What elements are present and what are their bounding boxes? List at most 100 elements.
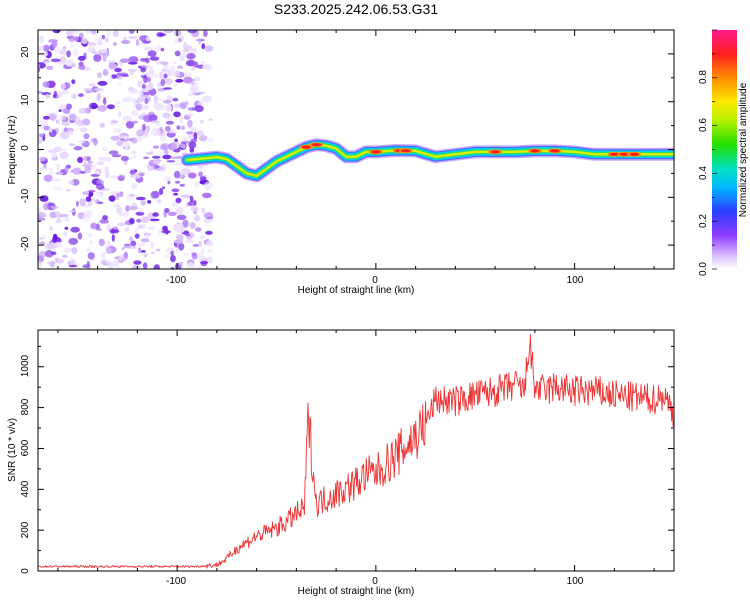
noise-blob bbox=[59, 49, 67, 55]
noise-blob bbox=[97, 40, 103, 46]
noise-blob bbox=[199, 176, 207, 182]
noise-blob bbox=[147, 200, 152, 204]
noise-blob bbox=[100, 251, 106, 259]
noise-blob bbox=[91, 105, 99, 109]
noise-blob bbox=[145, 151, 154, 155]
noise-blob bbox=[96, 179, 104, 186]
noise-blob bbox=[173, 61, 177, 64]
noise-blob bbox=[38, 91, 44, 94]
noise-blob bbox=[79, 171, 86, 174]
snr-y-tick-0: 0 bbox=[20, 568, 31, 574]
noise-blob bbox=[191, 66, 196, 71]
noise-blob bbox=[113, 204, 121, 208]
noise-blob bbox=[72, 167, 82, 175]
noise-blob bbox=[204, 181, 213, 189]
noise-blob bbox=[38, 64, 41, 69]
noise-blob bbox=[189, 127, 198, 132]
noise-blob bbox=[55, 220, 59, 223]
noise-blob bbox=[179, 261, 184, 266]
noise-blob bbox=[59, 213, 69, 218]
noise-blob bbox=[99, 122, 105, 128]
snr-xlabel: Height of straight line (km) bbox=[298, 586, 415, 597]
noise-blob bbox=[42, 115, 50, 120]
noise-blob bbox=[83, 52, 87, 59]
noise-blob bbox=[43, 125, 51, 131]
noise-blob bbox=[105, 259, 111, 266]
noise-blob bbox=[163, 209, 168, 218]
noise-blob bbox=[202, 192, 212, 199]
noise-blob bbox=[136, 80, 144, 87]
noise-blob bbox=[129, 194, 136, 197]
noise-blob bbox=[189, 195, 194, 203]
noise-blob bbox=[151, 251, 155, 255]
noise-blob bbox=[152, 158, 162, 165]
noise-blob bbox=[108, 150, 119, 155]
noise-blob bbox=[97, 80, 108, 86]
noise-blob bbox=[165, 125, 171, 132]
snr-x-tick-0: 0 bbox=[372, 576, 378, 587]
noise-blob bbox=[156, 198, 162, 204]
noise-blob bbox=[185, 240, 195, 243]
noise-blob bbox=[151, 128, 161, 136]
noise-blob bbox=[55, 211, 61, 217]
noise-blob bbox=[96, 161, 105, 166]
noise-blob bbox=[150, 241, 155, 249]
noise-blob bbox=[45, 249, 54, 258]
noise-blob bbox=[162, 154, 172, 160]
noise-blob bbox=[198, 252, 203, 258]
ridge-hotspot bbox=[400, 149, 411, 153]
noise-blob bbox=[112, 30, 119, 38]
noise-blob bbox=[176, 206, 184, 213]
ridge-hotspot bbox=[609, 152, 620, 156]
noise-blob bbox=[196, 130, 204, 136]
noise-blob bbox=[105, 171, 110, 179]
noise-blob bbox=[71, 247, 78, 254]
noise-blob bbox=[95, 223, 101, 231]
noise-blob bbox=[167, 143, 177, 151]
noise-blob bbox=[173, 39, 180, 44]
noise-blob bbox=[124, 142, 129, 150]
noise-blob bbox=[66, 50, 71, 58]
signal-ridge bbox=[180, 138, 674, 183]
noise-blob bbox=[133, 98, 138, 106]
noise-blob bbox=[117, 222, 127, 227]
noise-blob bbox=[116, 206, 123, 215]
noise-blob bbox=[88, 189, 96, 193]
noise-blob bbox=[63, 127, 68, 132]
noise-blob bbox=[173, 239, 184, 244]
colorbar-tick-0-6: 0.6 bbox=[698, 118, 709, 132]
noise-blob bbox=[53, 186, 64, 191]
noise-blob bbox=[95, 94, 100, 102]
snr-y-tick-800: 800 bbox=[20, 398, 31, 415]
noise-blob bbox=[176, 214, 187, 220]
noise-blob bbox=[98, 228, 102, 231]
noise-blob bbox=[88, 83, 96, 86]
noise-blob bbox=[142, 112, 146, 116]
noise-blob bbox=[146, 36, 150, 42]
noise-blob bbox=[82, 163, 92, 168]
noise-blob bbox=[87, 46, 96, 53]
noise-blob bbox=[90, 197, 96, 203]
noise-blob bbox=[148, 68, 155, 75]
noise-blob bbox=[90, 222, 97, 229]
snr-frame bbox=[37, 329, 675, 572]
noise-blob bbox=[61, 148, 69, 152]
noise-blob bbox=[85, 196, 92, 202]
noise-blob bbox=[137, 223, 147, 230]
noise-blob bbox=[128, 30, 135, 34]
noise-blob bbox=[103, 97, 107, 105]
noise-blob bbox=[83, 210, 93, 218]
spectrogram-x-tick-100: 100 bbox=[567, 275, 584, 286]
noise-blob bbox=[204, 45, 214, 52]
noise-blob bbox=[43, 203, 49, 211]
noise-blob bbox=[198, 171, 203, 177]
noise-blob bbox=[93, 54, 102, 62]
noise-blob bbox=[88, 200, 93, 207]
noise-blob bbox=[149, 218, 160, 222]
noise-blob bbox=[202, 64, 213, 71]
noise-blob bbox=[52, 30, 61, 34]
noise-blob bbox=[162, 112, 171, 119]
noise-blob bbox=[73, 146, 83, 151]
noise-blob bbox=[107, 30, 111, 37]
noise-blob bbox=[63, 83, 67, 89]
